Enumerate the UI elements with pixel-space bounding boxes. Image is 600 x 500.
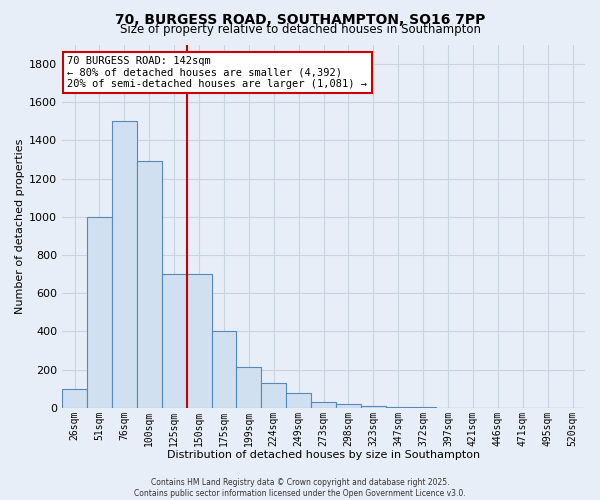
Bar — [162, 274, 187, 408]
Bar — [361, 406, 386, 408]
Bar — [112, 122, 137, 408]
Bar — [336, 404, 361, 408]
Bar — [212, 332, 236, 408]
Bar — [262, 383, 286, 408]
Bar — [386, 407, 411, 408]
X-axis label: Distribution of detached houses by size in Southampton: Distribution of detached houses by size … — [167, 450, 480, 460]
Bar — [62, 388, 87, 408]
Bar — [87, 217, 112, 408]
Bar — [411, 407, 436, 408]
Bar — [187, 274, 212, 408]
Bar — [286, 394, 311, 408]
Text: Size of property relative to detached houses in Southampton: Size of property relative to detached ho… — [119, 22, 481, 36]
Bar — [137, 162, 162, 408]
Bar — [311, 402, 336, 408]
Text: 70, BURGESS ROAD, SOUTHAMPTON, SO16 7PP: 70, BURGESS ROAD, SOUTHAMPTON, SO16 7PP — [115, 12, 485, 26]
Y-axis label: Number of detached properties: Number of detached properties — [15, 138, 25, 314]
Text: 70 BURGESS ROAD: 142sqm
← 80% of detached houses are smaller (4,392)
20% of semi: 70 BURGESS ROAD: 142sqm ← 80% of detache… — [67, 56, 367, 89]
Text: Contains HM Land Registry data © Crown copyright and database right 2025.
Contai: Contains HM Land Registry data © Crown c… — [134, 478, 466, 498]
Bar — [236, 367, 262, 408]
